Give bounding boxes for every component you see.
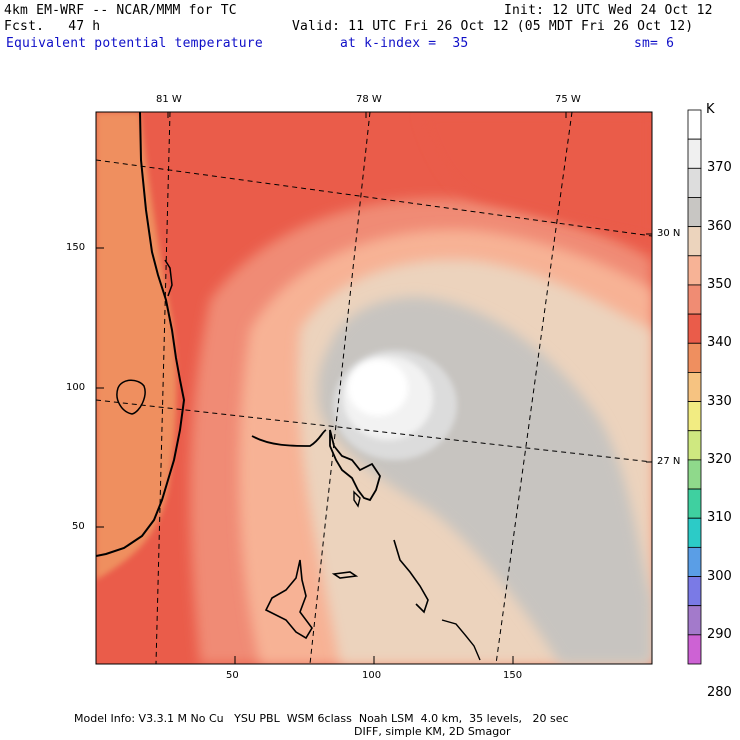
smoothing-label: sm= 6 (634, 36, 675, 51)
colorbar-label: 320 (707, 451, 732, 467)
lat-label-27n: 27 N (657, 456, 681, 467)
colorbar-label: 330 (707, 393, 732, 409)
x-tick-50: 50 (226, 670, 239, 681)
colorbar-label: 300 (707, 568, 732, 584)
field-name: Equivalent potential temperature (6, 36, 263, 51)
colorbar-label: 360 (707, 218, 732, 234)
x-tick-100: 100 (362, 670, 382, 681)
colorbar-label: 340 (707, 335, 732, 351)
x-tick-150: 150 (503, 670, 523, 681)
y-tick-50: 50 (72, 521, 85, 532)
lon-label-78w: 78 W (356, 94, 382, 105)
colorbar-unit: K (706, 102, 715, 117)
lon-label-81w: 81 W (156, 94, 182, 105)
lat-label-30n: 30 N (657, 228, 681, 239)
colorbar-label: 310 (707, 510, 732, 526)
model-title: 4km EM-WRF -- NCAR/MMM for TC (4, 3, 237, 18)
colorbar-label: 350 (707, 276, 732, 292)
k-index-label: at k-index = 35 (340, 36, 469, 51)
lat-lon-grid (96, 112, 652, 664)
model-info-line2: DIFF, simple KM, 2D Smagor (354, 725, 511, 738)
temperature-field (96, 112, 652, 664)
lon-label-75w: 75 W (555, 94, 581, 105)
colorbar-label: 280 (707, 685, 732, 701)
init-time: Init: 12 UTC Wed 24 Oct 12 (504, 3, 713, 18)
axis-ticks (96, 112, 652, 664)
colorbar-label: 290 (707, 626, 732, 642)
model-info-line1: Model Info: V3.3.1 M No Cu YSU PBL WSM 6… (74, 712, 569, 725)
colorbar-label: 370 (707, 160, 732, 176)
forecast-hour: Fcst. 47 h (4, 19, 101, 34)
y-tick-150: 150 (66, 242, 86, 253)
valid-time: Valid: 11 UTC Fri 26 Oct 12 (05 MDT Fri … (292, 19, 694, 34)
y-tick-100: 100 (66, 382, 86, 393)
